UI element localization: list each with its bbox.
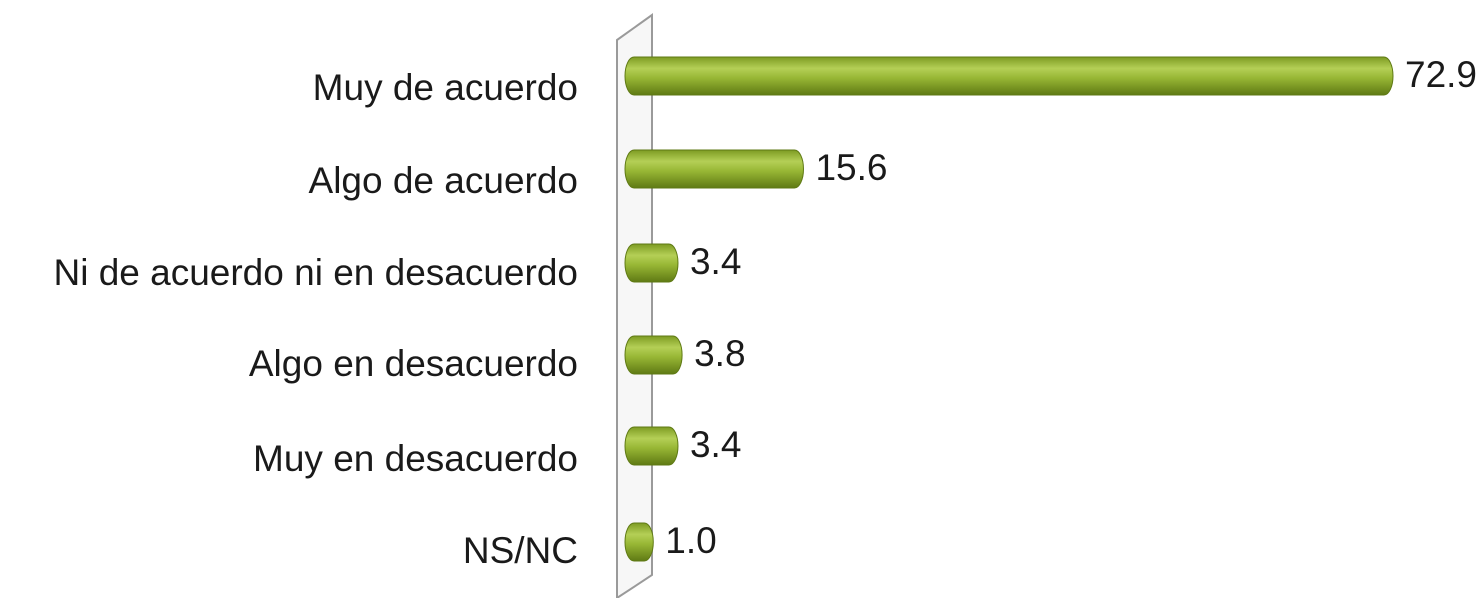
axis-wall bbox=[616, 13, 653, 598]
category-label: Ni de acuerdo ni en desacuerdo bbox=[53, 252, 578, 293]
data-label: 15.6 bbox=[815, 147, 887, 188]
bar bbox=[624, 243, 679, 283]
category-label: NS/NC bbox=[463, 530, 578, 571]
data-label: 3.4 bbox=[690, 424, 741, 465]
data-label: 72.9 bbox=[1405, 54, 1477, 95]
category-label: Muy de acuerdo bbox=[313, 67, 578, 108]
data-label: 1.0 bbox=[665, 520, 716, 561]
bar bbox=[624, 335, 683, 375]
bar bbox=[624, 426, 679, 466]
data-label: 3.4 bbox=[690, 241, 741, 282]
data-label: 3.8 bbox=[694, 333, 745, 374]
category-label: Muy en desacuerdo bbox=[253, 438, 578, 479]
bar bbox=[624, 522, 654, 562]
bar bbox=[624, 149, 804, 189]
category-label: Algo de acuerdo bbox=[309, 160, 578, 201]
bar bbox=[624, 56, 1394, 96]
category-label: Algo en desacuerdo bbox=[249, 343, 578, 384]
